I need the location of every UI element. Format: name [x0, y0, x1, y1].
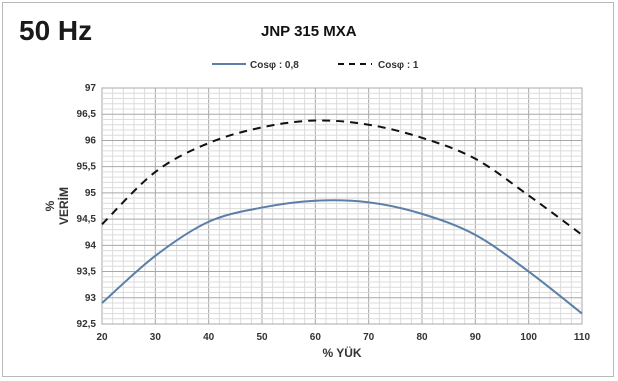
legend: Cosφ : 0,8 Cosφ : 1: [212, 60, 419, 71]
x-tick-label: 110: [574, 332, 591, 343]
grid: [101, 87, 583, 325]
series-line-cos1: [101, 119, 583, 236]
frequency-label: 50 Hz: [19, 15, 93, 46]
y-tick-label: 96: [85, 135, 97, 146]
y-tick-label: 93,5: [77, 267, 97, 278]
x-axis-ticks: 20 30 40 50 60 70 80 90 100 110: [96, 332, 590, 343]
y-tick-label: 97: [85, 83, 97, 94]
x-tick-label: 90: [470, 332, 482, 343]
x-tick-label: 30: [150, 332, 162, 343]
plot-area: [101, 87, 583, 325]
x-tick-label: 40: [203, 332, 215, 343]
x-tick-label: 100: [520, 332, 537, 343]
x-axis-title: % YÜK: [322, 345, 361, 360]
y-tick-label: 93: [85, 293, 97, 304]
x-tick-label: 60: [310, 332, 322, 343]
y-axis-title: VERİM: [56, 187, 71, 225]
x-tick-label: 50: [256, 332, 268, 343]
series-lines: [101, 119, 583, 315]
y-tick-label: 94,5: [77, 214, 97, 225]
y-tick-label: 94: [85, 240, 97, 251]
chart-title: JNP 315 MXA: [261, 23, 357, 40]
y-axis-title-percent: %: [43, 200, 57, 211]
series-line-cos08: [101, 199, 583, 315]
y-tick-label: 96,5: [77, 109, 97, 120]
y-tick-label: 92,5: [77, 319, 97, 330]
y-tick-label: 95,5: [77, 162, 97, 173]
x-tick-label: 20: [96, 332, 108, 343]
legend-label-cos08: Cosφ : 0,8: [250, 60, 299, 71]
x-tick-label: 80: [416, 332, 428, 343]
x-tick-label: 70: [363, 332, 375, 343]
legend-label-cos1: Cosφ : 1: [378, 60, 419, 71]
y-tick-label: 95: [85, 188, 97, 199]
y-axis-ticks: 92,5 93 93,5 94 94,5 95 95,5 96 96,5 97: [77, 83, 97, 330]
